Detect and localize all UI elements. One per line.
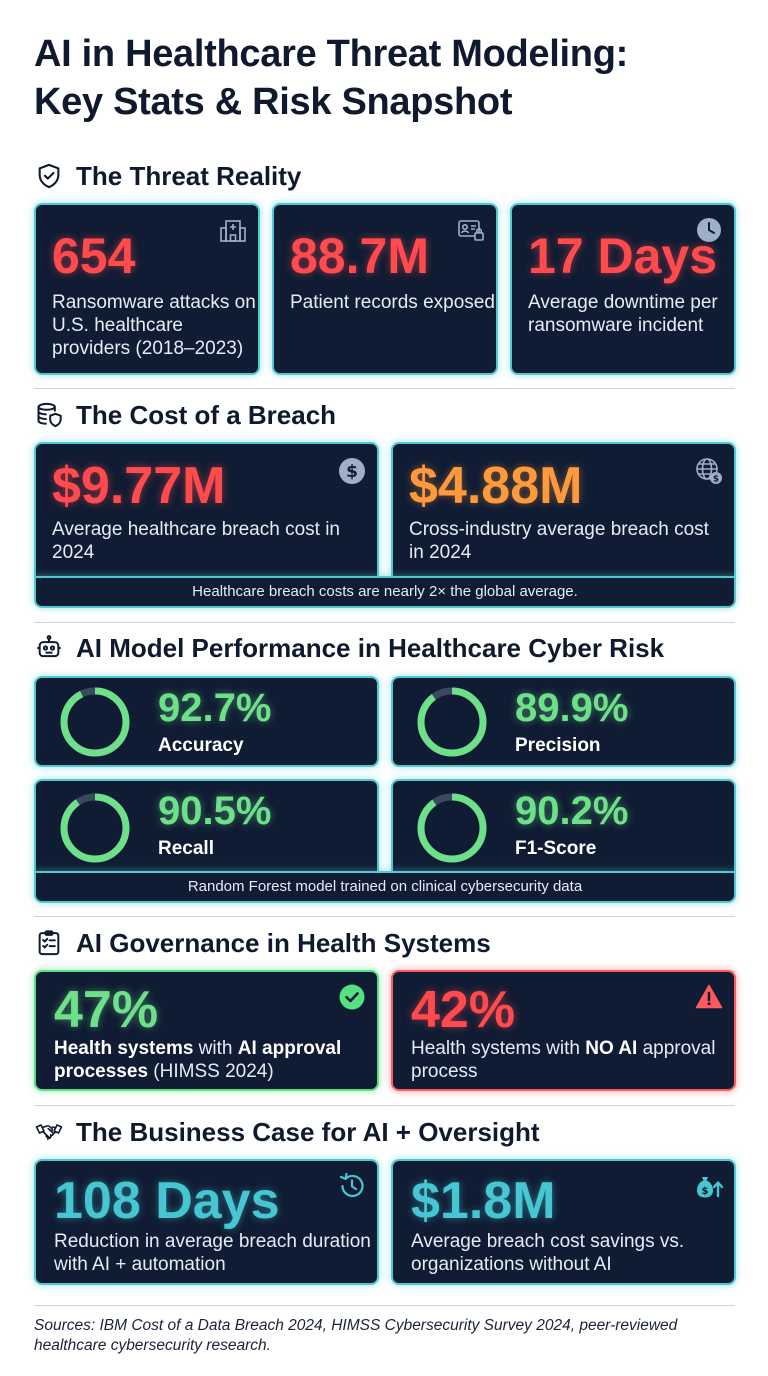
section-divider xyxy=(34,388,735,389)
metric-value: 90.5% xyxy=(158,789,272,833)
page-title-line-1: AI in Healthcare Threat Modeling: xyxy=(34,33,628,75)
page-title-line-2: Key Stats & Risk Snapshot xyxy=(34,81,513,123)
section-heading-cost: The Cost of a Breach xyxy=(34,399,336,431)
donut-arc xyxy=(417,793,487,863)
desc-approval-process: approval process xyxy=(411,1038,716,1082)
stat-description: Average downtime per ransomware incident xyxy=(528,292,718,336)
shield-check-icon xyxy=(34,161,64,191)
page-title: AI in Healthcare Threat Modeling: Key St… xyxy=(34,30,754,126)
metric-label: Accuracy xyxy=(158,735,244,756)
stat-description: Ransomware attacks on U.S. healthcare pr… xyxy=(52,292,256,359)
stat-value: 17 Days xyxy=(528,228,718,284)
warning-icon xyxy=(694,982,724,1012)
locked-id-card-icon xyxy=(456,215,486,245)
section-heading-business-text: The Business Case for AI + Oversight xyxy=(76,1116,540,1147)
database-shield-icon xyxy=(34,400,64,430)
stat-card-downtime: 17 Days Average downtime per ransomware … xyxy=(510,203,736,375)
handshake-icon xyxy=(34,1117,64,1147)
stat-card-ransomware-attacks: 654 Ransomware attacks on U.S. healthcar… xyxy=(34,203,260,375)
check-circle-icon xyxy=(337,982,367,1012)
desc-bold-no-ai: NO AI xyxy=(585,1038,638,1059)
section-heading-governance: AI Governance in Health Systems xyxy=(34,927,491,959)
performance-footnote: Random Forest model trained on clinical … xyxy=(187,878,583,895)
history-clock-icon xyxy=(337,1171,367,1201)
stat-description: Patient records exposed xyxy=(290,292,495,313)
money-bag-up-icon: $ xyxy=(694,1171,724,1201)
desc-himss: (HIMSS 2024) xyxy=(148,1061,274,1082)
stat-description: Health systems with AI approval processe… xyxy=(54,1037,372,1083)
globe-dollar-icon: $ xyxy=(694,456,724,486)
stat-description: Reduction in average breach duration wit… xyxy=(54,1231,371,1275)
performance-footnote-bar: Random Forest model trained on clinical … xyxy=(34,871,736,903)
donut-arc xyxy=(60,687,130,757)
desc-health-systems-with: Health systems with xyxy=(411,1038,586,1059)
section-heading-business: The Business Case for AI + Oversight xyxy=(34,1116,540,1148)
sources-note: Sources: IBM Cost of a Data Breach 2024,… xyxy=(34,1317,678,1354)
metric-card-precision: 89.9% Precision xyxy=(391,676,736,767)
recall-donut-chart xyxy=(60,793,130,863)
desc-bold-ai-approval: AI approval processes xyxy=(54,1038,342,1082)
stat-value: 108 Days xyxy=(54,1172,280,1230)
cost-footnote-bar: Healthcare breach costs are nearly 2× th… xyxy=(34,576,736,608)
stat-value: 47% xyxy=(54,981,159,1039)
stat-description: Average healthcare breach cost in 2024 xyxy=(52,519,340,563)
desc-bold-health-systems: Health systems xyxy=(54,1038,194,1059)
accuracy-donut-chart xyxy=(60,687,130,757)
svg-text:$: $ xyxy=(346,462,358,482)
metric-label: F1-Score xyxy=(515,838,597,859)
metric-value: 90.2% xyxy=(515,789,629,833)
robot-icon xyxy=(34,633,64,663)
donut-arc xyxy=(417,687,487,757)
stat-card-cost-savings: $ $1.8M Average breach cost savings vs. … xyxy=(391,1159,736,1285)
section-heading-governance-text: AI Governance in Health Systems xyxy=(76,927,491,958)
metric-value: 89.9% xyxy=(515,686,629,730)
stat-description: Average breach cost savings vs. organiza… xyxy=(411,1231,685,1275)
section-heading-performance: AI Model Performance in Healthcare Cyber… xyxy=(34,632,664,664)
stat-card-healthcare-breach-cost: $ $9.77M Average healthcare breach cost … xyxy=(34,442,379,578)
section-heading-performance-text: AI Model Performance in Healthcare Cyber… xyxy=(76,632,665,663)
section-heading-cost-text: The Cost of a Breach xyxy=(76,399,337,430)
metric-value: 92.7% xyxy=(158,686,272,730)
stat-value: 654 xyxy=(52,228,136,284)
desc-with: with xyxy=(193,1038,238,1059)
checklist-icon xyxy=(34,928,64,958)
stat-value: 88.7M xyxy=(290,228,429,284)
stat-card-patient-records: 88.7M Patient records exposed xyxy=(272,203,498,375)
section-divider xyxy=(34,916,735,917)
f1-score-donut-chart xyxy=(417,793,487,863)
section-divider xyxy=(34,622,735,623)
precision-donut-chart xyxy=(417,687,487,757)
stat-value: 42% xyxy=(411,981,516,1039)
stat-description: Cross-industry average breach cost in 20… xyxy=(409,519,709,563)
clock-icon xyxy=(694,215,724,245)
hospital-icon xyxy=(218,215,248,245)
stat-card-ai-approval-processes: 47% Health systems with AI approval proc… xyxy=(34,970,379,1091)
stat-card-no-ai-approval: 42% Health systems with NO AI approval p… xyxy=(391,970,736,1091)
donut-arc xyxy=(60,793,130,863)
section-heading-threat: The Threat Reality xyxy=(34,160,301,192)
metric-card-recall: 90.5% Recall xyxy=(34,779,379,873)
svg-text:$: $ xyxy=(713,475,719,485)
stat-value: $4.88M xyxy=(409,457,583,515)
stat-value: $1.8M xyxy=(411,1172,556,1230)
section-divider xyxy=(34,1105,735,1106)
stat-description: Health systems with NO AI approval proce… xyxy=(411,1037,729,1083)
stat-card-breach-duration-reduction: 108 Days Reduction in average breach dur… xyxy=(34,1159,379,1285)
metric-label: Recall xyxy=(158,838,214,859)
metric-card-f1-score: 90.2% F1-Score xyxy=(391,779,736,873)
section-heading-threat-text: The Threat Reality xyxy=(76,160,302,191)
metric-card-accuracy: 92.7% Accuracy xyxy=(34,676,379,767)
cost-footnote: Healthcare breach costs are nearly 2× th… xyxy=(192,583,578,600)
dollar-coin-icon: $ xyxy=(337,456,367,486)
metric-label: Precision xyxy=(515,735,601,756)
section-divider xyxy=(34,1305,735,1306)
stat-value: $9.77M xyxy=(52,457,226,515)
stat-card-cross-industry-cost: $ $4.88M Cross-industry average breach c… xyxy=(391,442,736,578)
svg-text:$: $ xyxy=(702,1186,709,1197)
